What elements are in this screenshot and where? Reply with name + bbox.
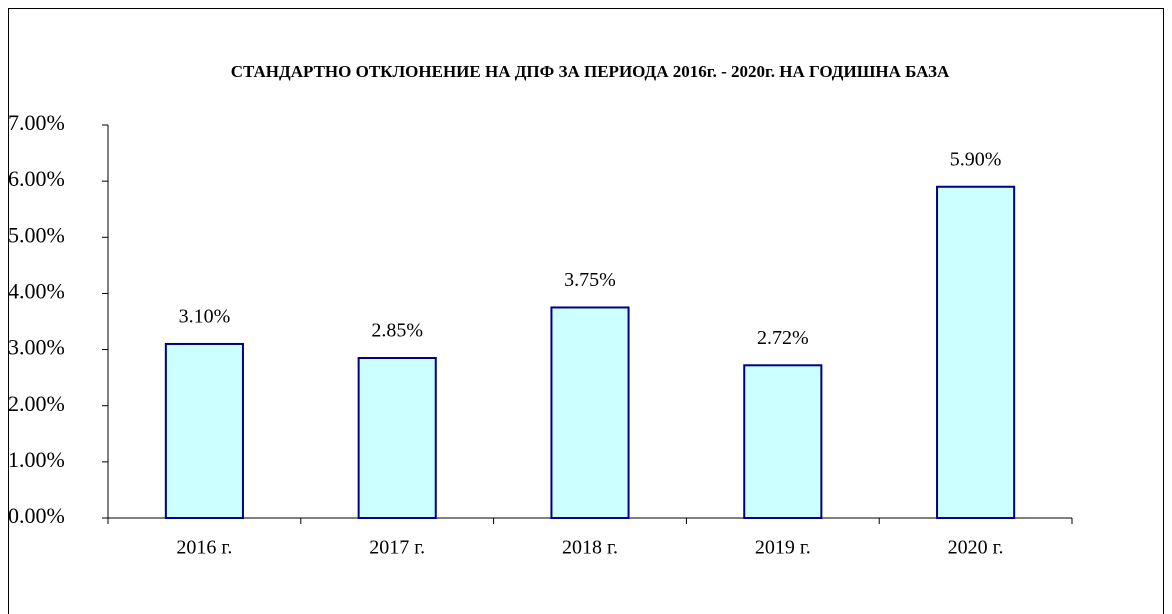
value-label: 3.10%: [179, 306, 231, 328]
bar: [936, 185, 1016, 519]
y-tick-label: 1.00%: [8, 447, 65, 472]
value-label: 5.90%: [950, 148, 1002, 170]
value-label: 2.85%: [371, 320, 423, 342]
x-tick-label: 2019 г.: [755, 537, 811, 559]
bar: [743, 364, 823, 520]
y-tick-label: 6.00%: [8, 166, 65, 191]
x-tick-label: 2018 г.: [562, 537, 618, 559]
y-tick-label: 0.00%: [8, 503, 65, 528]
bar: [164, 342, 244, 520]
value-label: 2.72%: [757, 327, 809, 349]
y-tick-label: 5.00%: [8, 222, 65, 247]
x-tick-label: 2017 г.: [369, 537, 425, 559]
y-tick-label: 3.00%: [8, 335, 65, 360]
chart-title: СТАНДАРТНО ОТКЛОНЕНИЕ НА ДПФ ЗА ПЕРИОДА …: [230, 62, 950, 81]
y-tick-label: 4.00%: [8, 278, 65, 303]
bar: [357, 356, 437, 519]
x-tick-label: 2016 г.: [176, 537, 232, 559]
bar: [550, 306, 630, 520]
y-tick-label: 7.00%: [8, 110, 65, 135]
value-label: 3.75%: [564, 269, 616, 291]
chart-frame: [8, 8, 1164, 614]
x-tick-label: 2020 г.: [948, 537, 1004, 559]
y-tick-label: 2.00%: [8, 391, 65, 416]
